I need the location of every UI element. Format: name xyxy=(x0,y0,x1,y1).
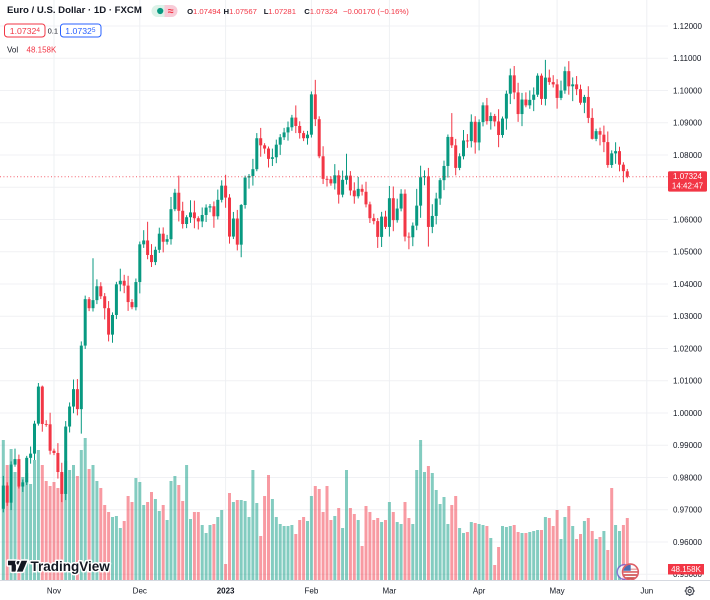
svg-text:14:42:47: 14:42:47 xyxy=(672,182,704,191)
svg-text:C: C xyxy=(304,7,310,16)
svg-text:1.01000: 1.01000 xyxy=(673,377,702,386)
svg-text:0.98000: 0.98000 xyxy=(673,473,702,482)
svg-text:0.1: 0.1 xyxy=(48,27,58,36)
svg-text:H: H xyxy=(224,7,230,16)
svg-text:Jun: Jun xyxy=(640,587,653,596)
svg-text:1.02000: 1.02000 xyxy=(673,344,702,353)
svg-text:≈: ≈ xyxy=(168,6,174,18)
svg-text:Feb: Feb xyxy=(305,587,319,596)
svg-text:1.07324: 1.07324 xyxy=(310,7,339,16)
svg-text:Nov: Nov xyxy=(47,587,61,596)
svg-text:1.09000: 1.09000 xyxy=(673,119,702,128)
svg-text:Mar: Mar xyxy=(383,587,397,596)
svg-text:1.03000: 1.03000 xyxy=(673,312,702,321)
svg-text:1.07324: 1.07324 xyxy=(673,172,702,181)
svg-text:1.10000: 1.10000 xyxy=(673,86,702,95)
svg-text:0.99000: 0.99000 xyxy=(673,441,702,450)
svg-text:TradingView: TradingView xyxy=(31,559,111,574)
svg-text:1.05000: 1.05000 xyxy=(673,248,702,257)
svg-text:1.00000: 1.00000 xyxy=(673,409,702,418)
svg-text:O: O xyxy=(187,7,193,16)
svg-text:1.07567: 1.07567 xyxy=(229,7,257,16)
svg-text:0.95000: 0.95000 xyxy=(673,570,702,579)
svg-text:−0.00170 (−0.16%): −0.00170 (−0.16%) xyxy=(343,7,409,16)
svg-text:Euro / U.S. Dollar · 1D · FXCM: Euro / U.S. Dollar · 1D · FXCM xyxy=(7,5,142,16)
svg-text:1.06000: 1.06000 xyxy=(673,215,702,224)
svg-text:0.96000: 0.96000 xyxy=(673,538,702,547)
svg-text:Vol: Vol xyxy=(7,45,18,54)
svg-text:0.97000: 0.97000 xyxy=(673,506,702,515)
svg-text:1.07281: 1.07281 xyxy=(268,7,296,16)
svg-text:1.08000: 1.08000 xyxy=(673,151,702,160)
svg-text:May: May xyxy=(550,587,565,596)
svg-text:1.07324: 1.07324 xyxy=(10,26,41,36)
svg-text:48.158K: 48.158K xyxy=(671,565,701,574)
svg-text:1.12000: 1.12000 xyxy=(673,22,702,31)
svg-text:1.07494: 1.07494 xyxy=(193,7,222,16)
svg-text:1.07325: 1.07325 xyxy=(65,26,96,36)
svg-text:1.11000: 1.11000 xyxy=(673,54,702,63)
svg-text:Dec: Dec xyxy=(133,587,147,596)
svg-text:48.158K: 48.158K xyxy=(27,45,57,54)
svg-text:1.04000: 1.04000 xyxy=(673,280,702,289)
svg-text:2023: 2023 xyxy=(217,587,235,596)
svg-text:Apr: Apr xyxy=(473,587,486,596)
svg-text:L: L xyxy=(264,7,269,16)
